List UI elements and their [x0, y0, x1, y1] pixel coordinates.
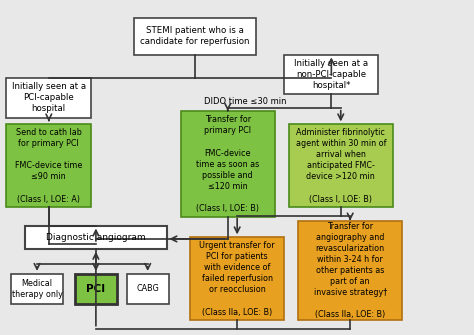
Text: CABG: CABG — [137, 284, 159, 293]
Text: Diagnostic angiogram: Diagnostic angiogram — [46, 233, 146, 242]
Text: Administer fibrinolytic
agent within 30 min of
arrival when
anticipated FMC-
dev: Administer fibrinolytic agent within 30 … — [295, 128, 386, 204]
FancyBboxPatch shape — [298, 221, 402, 320]
Text: STEMI patient who is a
candidate for reperfusion: STEMI patient who is a candidate for rep… — [140, 26, 249, 46]
FancyBboxPatch shape — [127, 274, 169, 304]
FancyBboxPatch shape — [190, 237, 284, 320]
Text: Urgent transfer for
PCI for patients
with evidence of
failed reperfusion
or reoc: Urgent transfer for PCI for patients wit… — [200, 241, 275, 317]
FancyBboxPatch shape — [181, 111, 275, 217]
FancyBboxPatch shape — [7, 78, 91, 118]
FancyBboxPatch shape — [25, 226, 166, 249]
Text: Initially seen at a
PCI-capable
hospital: Initially seen at a PCI-capable hospital — [12, 82, 86, 113]
Text: Medical
therapy only: Medical therapy only — [11, 279, 63, 299]
FancyBboxPatch shape — [11, 274, 63, 304]
FancyBboxPatch shape — [75, 274, 117, 304]
FancyBboxPatch shape — [284, 55, 378, 94]
Text: Transfer for
angiography and
revascularization
within 3-24 h for
other patients : Transfer for angiography and revasculari… — [314, 221, 387, 319]
Text: Send to cath lab
for primary PCI

FMC-device time
≤90 min

(Class I, LOE: A): Send to cath lab for primary PCI FMC-dev… — [15, 128, 82, 204]
FancyBboxPatch shape — [289, 124, 392, 207]
Text: Transfer for
primary PCI

FMC-device
time as soon as
possible and
≤120 min

(Cla: Transfer for primary PCI FMC-device time… — [196, 115, 259, 213]
FancyBboxPatch shape — [134, 18, 256, 55]
Text: PCI: PCI — [86, 284, 105, 294]
FancyBboxPatch shape — [7, 124, 91, 207]
Text: DIDO time ≤30 min: DIDO time ≤30 min — [204, 96, 287, 106]
Text: Initially seen at a
non-PCI-capable
hospital*: Initially seen at a non-PCI-capable hosp… — [294, 59, 368, 90]
